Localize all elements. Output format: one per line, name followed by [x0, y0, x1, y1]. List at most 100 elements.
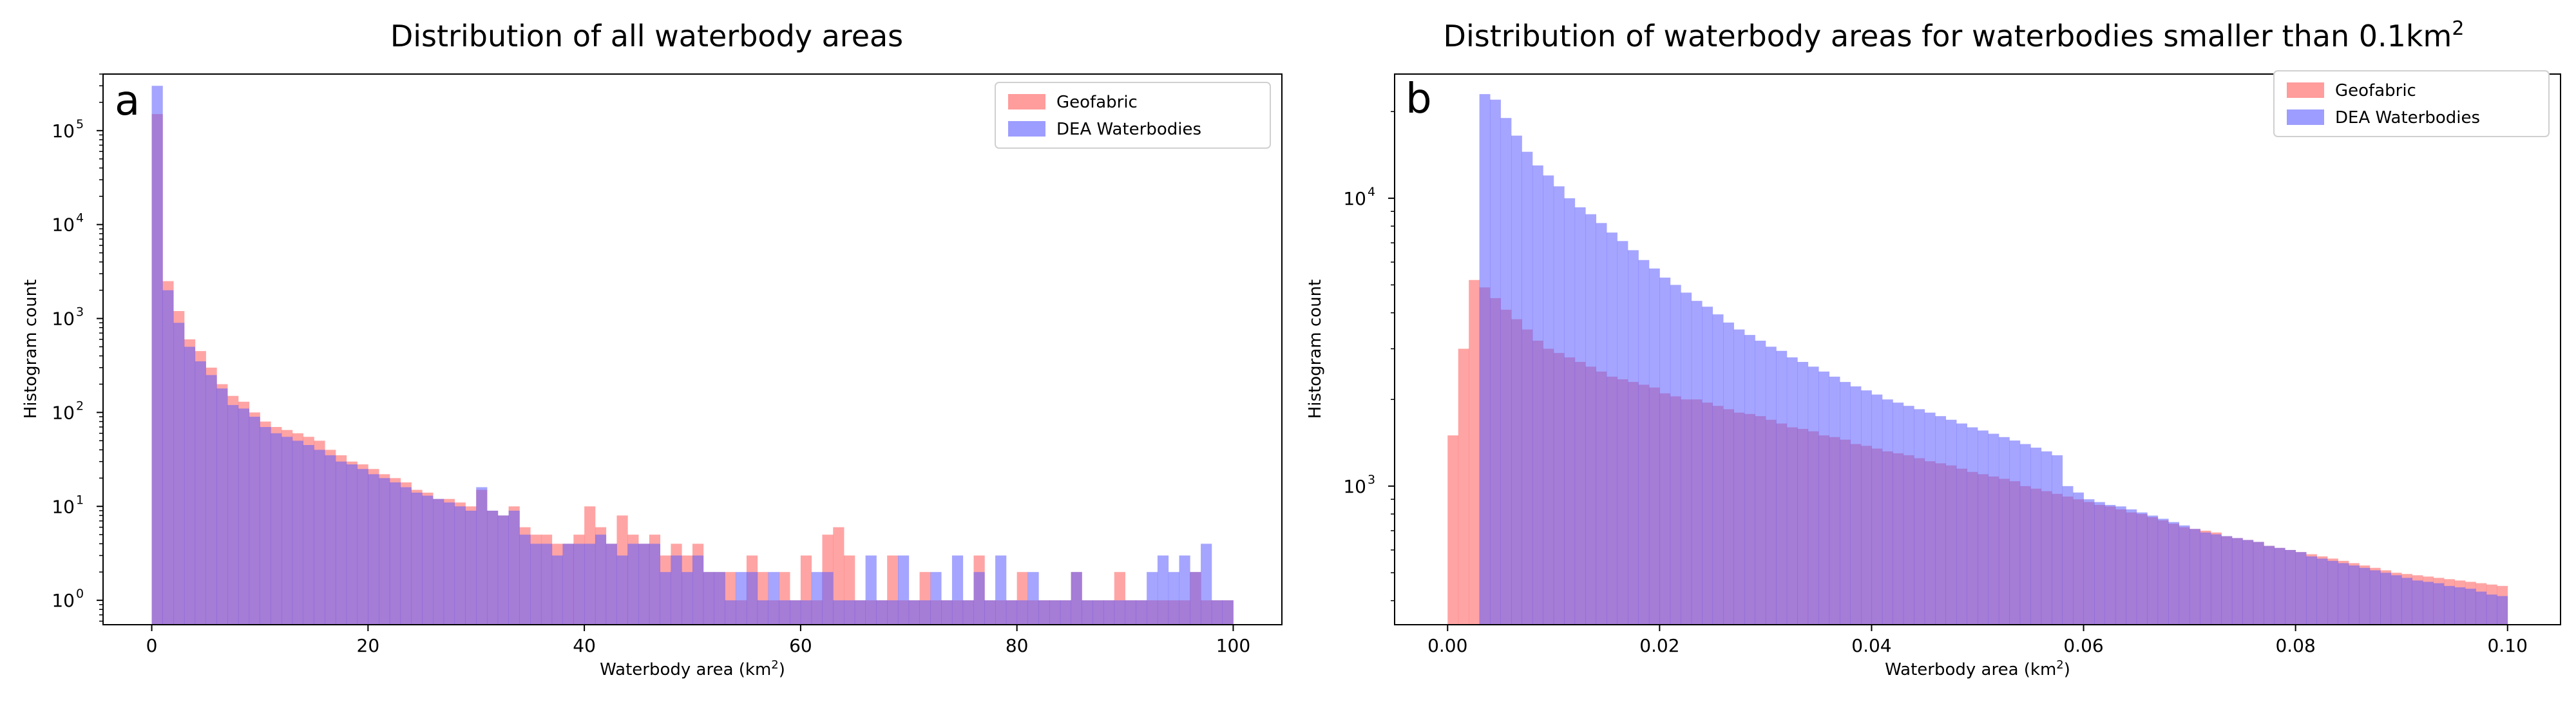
panel-a-dea-bar — [325, 455, 336, 625]
panel-a-dea-bar — [1136, 600, 1147, 625]
panel-a-dea-bar — [725, 600, 736, 625]
panel-b-dea-bar — [2423, 582, 2434, 625]
panel-a-dea-bar — [865, 555, 877, 625]
panel-a-dea-bar — [800, 600, 812, 625]
panel-a-dea-bar — [249, 417, 260, 625]
panel-b-dea-bar — [2231, 538, 2243, 625]
panel-a-x-tick-label: 40 — [573, 635, 596, 656]
panel-b-dea-bar — [2126, 509, 2137, 625]
panel-a-legend-geofabric-swatch — [1008, 94, 1045, 109]
panel-a-dea-bar — [422, 495, 434, 625]
panel-a-x-axis-label: Waterbody area (km2) — [600, 658, 785, 679]
panel-a-x-tick-label: 0 — [146, 635, 158, 656]
panel-a-dea-bar — [357, 469, 368, 625]
panel-b-dea-bar — [2497, 596, 2508, 625]
panel-b-dea-bar — [2412, 580, 2423, 625]
panel-a-legend-geofabric-label: Geofabric — [1056, 93, 1138, 112]
panel-a-dea-bar — [1006, 600, 1018, 625]
panel-b-y-tick-label: 10 — [1343, 188, 1366, 209]
panel-b-dea-bar — [1765, 346, 1777, 625]
panel-b-dea-bar — [2253, 542, 2264, 625]
panel-b-dea-bar — [2242, 540, 2254, 625]
panel-b-x-ticks: 0.00 0.02 0.04 0.06 0.08 0.10 — [1427, 625, 2528, 656]
panel-a-dea-bar — [389, 482, 401, 625]
panel-a-dea-bar — [638, 544, 650, 625]
panel-a-dea-bar — [281, 437, 293, 625]
panel-b-dea-bar — [1871, 394, 1883, 625]
panel-a-dea-bar — [433, 498, 444, 625]
panel-a-y-tick-exponent: 2 — [76, 399, 84, 413]
panel-b-dea-bar — [1500, 118, 1512, 625]
panel-a-dea-bar — [768, 572, 779, 625]
panel-b-axes-box — [1394, 73, 2561, 625]
panel-b-dea-bar — [1893, 403, 1904, 625]
panel-b-geofabric-bar — [1458, 348, 1469, 625]
panel-a-dea-bar — [584, 544, 596, 625]
panel-a-x-tick-label: 60 — [789, 635, 812, 656]
panel-a-dea-bar — [195, 361, 206, 625]
panel-b-dea-bar — [1522, 151, 1533, 625]
panel-b-x-axis-label: Waterbody area (km2) — [1885, 658, 2070, 679]
panel-b-dea-bar — [1903, 406, 1914, 625]
panel-a-legend-dea-swatch — [1008, 121, 1045, 137]
panel-a-dea-bar — [227, 404, 239, 625]
panel-a-dea-bar — [173, 323, 185, 625]
panel-a-y-tick-exponent: 3 — [76, 305, 84, 319]
panel-a-dea-bar — [443, 502, 455, 625]
panel-b-dea-bar — [2465, 589, 2476, 625]
panel-b-y-tick-label: 10 — [1343, 476, 1366, 497]
panel-a-dea-bar — [411, 492, 423, 625]
panel-a-dea-bar — [346, 464, 358, 625]
panel-a-dea-bar — [530, 544, 542, 625]
panel-a-dea-bar — [205, 375, 217, 625]
panel-b-x-tick-label: 0.00 — [1427, 635, 1467, 656]
panel-a-dea-bar — [1147, 572, 1158, 625]
panel-a-dea-bar — [692, 555, 704, 625]
panel-a-dea-bar — [703, 572, 714, 625]
panel-a-dea-bar — [844, 600, 855, 625]
panel-b-panel-letter: b — [1406, 75, 1432, 123]
panel-b-dea-bar — [1998, 437, 2010, 625]
panel-a-dea-bar — [1157, 555, 1169, 625]
panel-a-dea-bar — [379, 478, 390, 625]
panel-b-dea-bar — [1670, 285, 1681, 625]
panel-a-dea-bar — [854, 600, 866, 625]
panel-b-xlabel-main: Waterbody area (km — [1885, 660, 2056, 679]
panel-a-dea-bar — [1168, 572, 1179, 625]
panel-b-dea-bar — [1511, 135, 1522, 625]
panel-a-dea-bar — [562, 544, 574, 625]
panel-b-dea-bar — [2083, 499, 2095, 625]
panel-b-dea-bar — [1978, 430, 1989, 625]
panel-a-y-tick-label: 10 — [52, 590, 75, 611]
panel-a-dea-bar — [238, 408, 250, 625]
panel-a-dea-bar — [1016, 600, 1028, 625]
panel-b-dea-bar — [2221, 536, 2233, 625]
panel-b-legend-geofabric-label: Geofabric — [2335, 81, 2416, 100]
panel-b-dea-bar — [2041, 451, 2052, 625]
panel-b-dea-bar — [1638, 260, 1650, 625]
panel-b-x-tick-label: 0.06 — [2063, 635, 2103, 656]
panel-b-dea-bar — [2168, 522, 2180, 625]
panel-b-legend-box — [2273, 70, 2550, 137]
panel-b-dea-bar — [2190, 529, 2200, 625]
panel-b-dea-bar — [1776, 350, 1788, 625]
panel-b-geofabric-bar — [1469, 280, 1480, 625]
panel-b: Distribution of waterbody areas for wate… — [1306, 17, 2561, 679]
panel-b-dea-bar — [1607, 232, 1617, 625]
panel-b-dea-bar — [1786, 357, 1798, 625]
panel-b-dea-bar — [1723, 322, 1734, 625]
panel-a-dea-bar — [497, 515, 509, 625]
panel-b-dea-bar — [1564, 198, 1576, 625]
panel-a-dea-bar — [941, 600, 953, 625]
panel-b-dea-bar — [2369, 570, 2381, 625]
panel-b-dea-bar — [1924, 412, 1936, 625]
panel-a: Distribution of all waterbody areas 0 20 4… — [21, 19, 1283, 679]
panel-a-dea-bar — [606, 544, 617, 625]
panel-b-dea-bar — [2285, 549, 2296, 625]
panel-b-dea-bar — [1479, 94, 1491, 625]
panel-b-dea-bar — [2073, 492, 2084, 625]
panel-b-dea-bar — [2274, 547, 2285, 625]
panel-b-dea-bar — [2327, 560, 2338, 625]
